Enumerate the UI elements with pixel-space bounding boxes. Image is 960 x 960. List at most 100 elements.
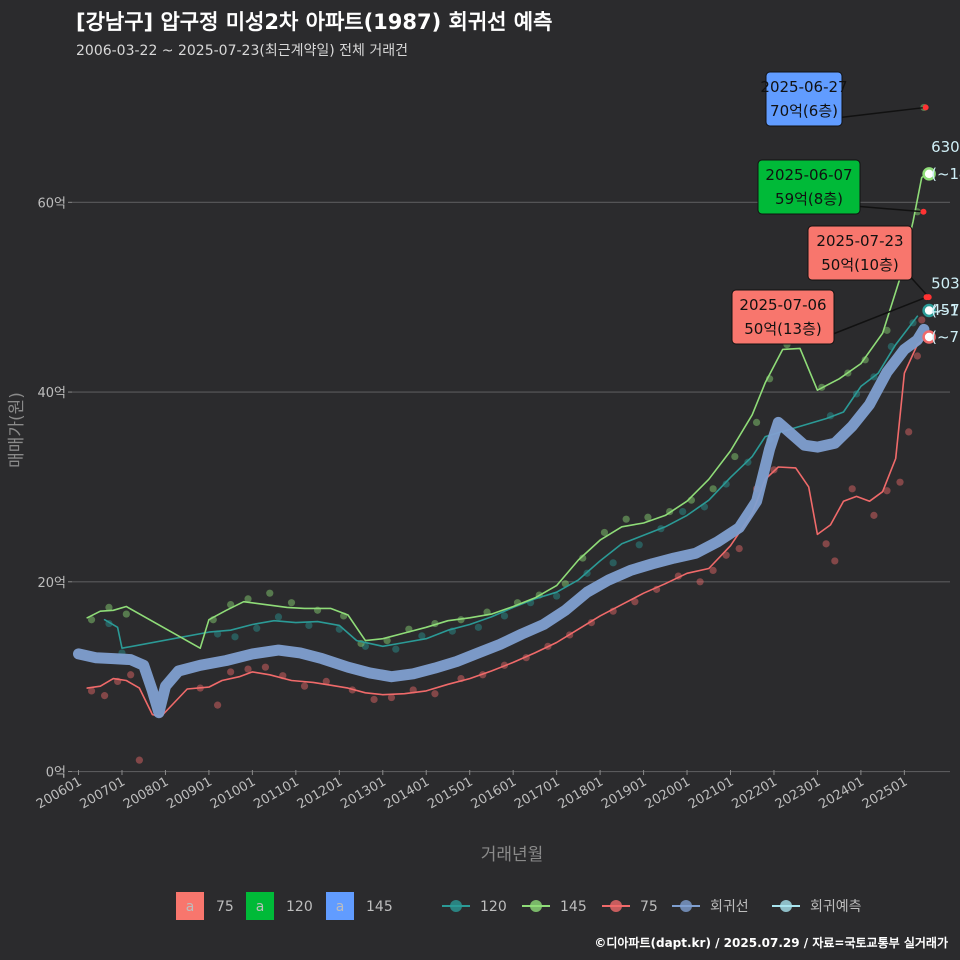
scatter-point-75 (87, 687, 96, 695)
scatter-point-120 (635, 541, 643, 549)
legend-line-label: 145 (560, 899, 587, 915)
scatter-point-120 (500, 612, 509, 620)
callout-pointer (827, 296, 927, 337)
legend-line-marker (610, 900, 622, 912)
callout-date: 2025-06-27 (760, 78, 847, 96)
end-labels: 630,000 (~145㎡) 503,333 (~120㎡)457,737 (~75㎡… (922, 138, 960, 346)
callout-date: 2025-06-07 (765, 166, 852, 184)
scatter-point-120 (231, 633, 239, 641)
end-label-unit: (~145㎡) (931, 165, 960, 183)
scatter-point-75 (822, 540, 830, 548)
scatter-point-75 (214, 701, 222, 709)
scatter-point-75 (883, 487, 891, 495)
x-tick-label: 201401 (382, 774, 432, 812)
legend-line-label: 75 (640, 899, 658, 915)
scatter-point-75 (631, 598, 639, 606)
scatter-point-75 (722, 551, 730, 559)
scatter-point-75 (431, 690, 439, 698)
legend-line-marker (780, 900, 792, 912)
scatter-point-75 (831, 557, 839, 565)
end-marker-s75 (922, 330, 936, 344)
scatter-point-145 (87, 616, 96, 624)
x-tick-label: 202301 (773, 774, 823, 812)
legend-box-swatch (176, 892, 204, 920)
grid-lines (72, 201, 950, 773)
x-tick-label: 201801 (556, 774, 606, 812)
scatter-point-120 (253, 624, 261, 632)
legend-line-marker (680, 900, 692, 912)
legend-line-marker (530, 900, 542, 912)
x-tick-label: 201201 (295, 774, 345, 812)
y-tick-label: 60억 (37, 196, 66, 211)
end-label-unit: (~120㎡) (931, 301, 960, 319)
scatter-point-120 (744, 458, 752, 466)
scatter-point-120 (609, 559, 617, 567)
x-tick-label: 202501 (860, 774, 910, 812)
scatter-point-145 (244, 595, 252, 603)
legend-line-label: 120 (480, 899, 507, 915)
chart-subtitle: 2006-03-22 ~ 2025-07-23(최근계약일) 전체 거래건 (76, 43, 408, 59)
scatter-point-75 (370, 695, 378, 704)
legend-box-swatch (246, 892, 274, 920)
series-line-regression (73, 323, 930, 719)
legend-line-label: 회귀선 (710, 899, 749, 915)
scatter-point-120 (474, 623, 483, 631)
x-tick-label: 200801 (121, 774, 171, 812)
scatter-point-145 (105, 603, 113, 612)
scatter-point-75 (918, 316, 926, 324)
scatter-point-145 (861, 356, 869, 364)
callout-text: 50억(10층) (821, 256, 898, 274)
legend-box-glyph: a (336, 899, 345, 915)
scatter-point-75 (770, 466, 778, 474)
scatter-point-145 (227, 600, 235, 609)
scatter-point-75 (735, 544, 743, 553)
scatter-point-75 (913, 352, 922, 360)
x-tick-label: 201101 (251, 774, 301, 812)
callout-date: 2025-07-06 (739, 296, 826, 314)
callout-pointer (853, 205, 924, 213)
scatter-point-75 (387, 693, 396, 702)
scatter-point-120 (418, 632, 426, 640)
scatter-point-145 (622, 515, 630, 523)
x-tick-label: 201901 (599, 774, 649, 812)
end-label-unit: (~75㎡) (931, 328, 960, 346)
x-tick-label: 201301 (338, 774, 388, 812)
scatter-point-75 (870, 511, 878, 519)
scatter-point-75 (135, 756, 143, 764)
callout-pointer (835, 106, 926, 119)
callout-target-point (920, 208, 927, 215)
legend-box-glyph: a (256, 899, 265, 915)
x-tick-label: 200701 (77, 774, 127, 812)
callout-box (731, 289, 835, 345)
scatter-point-145 (644, 513, 652, 521)
callout-box (807, 225, 913, 281)
series-lines (73, 173, 930, 719)
scatter-point-120 (305, 621, 313, 630)
x-tick-label: 201501 (425, 774, 475, 812)
y-axis-label: 매매가(원) (7, 392, 27, 468)
scatter-point-75 (300, 682, 309, 690)
series-line-s75 (86, 336, 927, 718)
callout-text: 50억(13층) (744, 320, 821, 338)
x-tick-label: 201001 (208, 774, 258, 812)
scatter-point-75 (127, 671, 135, 679)
end-marker-s120 (922, 303, 936, 318)
y-tick-label: 0억 (46, 766, 66, 781)
scatter-point-120 (679, 507, 687, 516)
scatter-point-120 (722, 480, 730, 488)
callout-target-point (923, 294, 930, 301)
scatter-point-145 (579, 554, 587, 562)
end-label-value: 457,737 (931, 301, 960, 319)
callout-box (765, 71, 843, 127)
scatter-point-145 (731, 452, 739, 461)
scatter-point-120 (553, 592, 561, 600)
scatter-point-145 (600, 528, 609, 537)
scatter-point-75 (848, 485, 856, 493)
x-tick-label: 200901 (164, 774, 214, 812)
end-label-value: 503,333 (931, 274, 960, 292)
x-tick-label: 202101 (686, 774, 736, 812)
legend: a 75 a 120 a 145 120 145 75 회귀선 회귀예측 (176, 892, 862, 920)
scatter-point-75 (905, 428, 913, 436)
scatter-point-120 (392, 645, 400, 653)
